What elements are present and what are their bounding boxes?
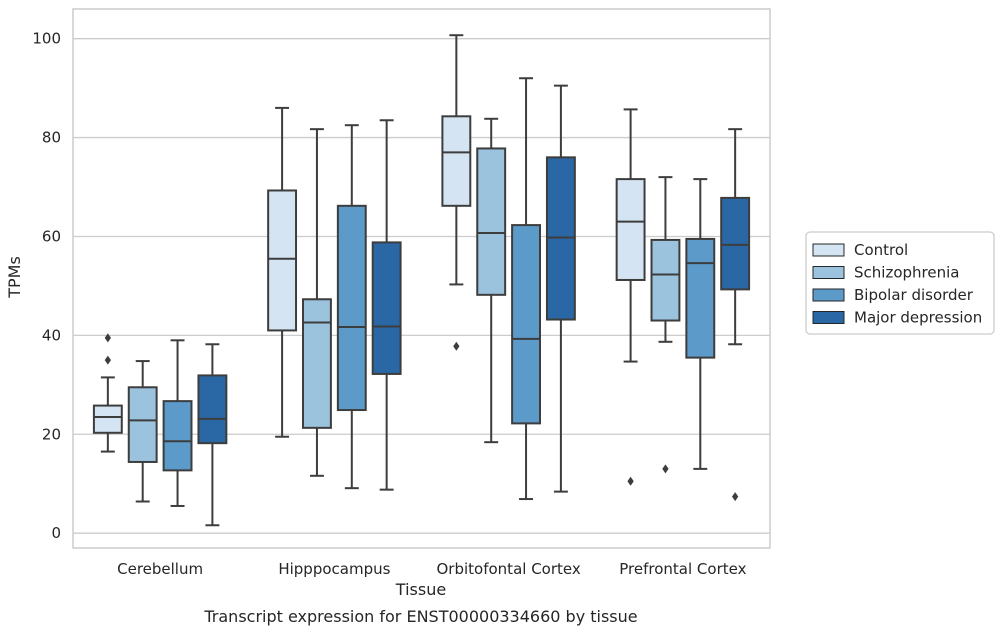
outlier-point xyxy=(453,341,460,351)
y-axis-ticks: 0 20 40 60 80 100 xyxy=(32,30,61,542)
legend-label-0: Control xyxy=(854,241,908,259)
box-body xyxy=(267,189,298,332)
box-0-0 xyxy=(92,333,123,453)
x-tick-label-3: Prefrontal Cortex xyxy=(619,560,746,578)
y-tick-label-0: 0 xyxy=(51,524,61,542)
legend-label-2: Bipolar disorder xyxy=(854,286,974,304)
box-0-2 xyxy=(162,339,193,507)
box-body xyxy=(371,241,402,375)
box-1-1 xyxy=(302,128,332,477)
y-tick-label-80: 80 xyxy=(42,129,61,147)
x-axis-label: Tissue xyxy=(395,580,446,599)
plot-frame xyxy=(72,8,771,549)
x-tick-label-1: Hipppocampus xyxy=(278,560,390,578)
x-axis-ticks: Cerebellum Hipppocampus Orbitofontal Corte… xyxy=(117,560,746,578)
box-body xyxy=(511,224,541,425)
box-body xyxy=(615,178,646,281)
box-body xyxy=(441,115,472,207)
legend-swatch-3 xyxy=(812,311,845,324)
box-3-2 xyxy=(685,178,716,470)
box-body xyxy=(127,386,158,463)
box-body xyxy=(650,238,681,322)
legend-swatch-2 xyxy=(812,288,845,302)
box-body xyxy=(92,404,123,434)
box-body xyxy=(685,237,716,359)
box-0-1 xyxy=(127,360,158,503)
x-tick-label-0: Cerebellum xyxy=(117,560,203,578)
box-3-0 xyxy=(615,108,646,486)
y-axis-label: TPMs xyxy=(5,256,24,299)
y-tick-label-20: 20 xyxy=(42,425,61,443)
chart-caption: Transcript expression for ENST0000033466… xyxy=(203,607,637,626)
outlier-point xyxy=(104,333,111,343)
y-tick-label-100: 100 xyxy=(32,30,61,48)
box-body xyxy=(197,374,228,445)
y-tick-label-40: 40 xyxy=(42,326,61,344)
box-3-1 xyxy=(650,176,681,474)
box-body xyxy=(720,196,751,291)
box-3-3 xyxy=(720,128,751,502)
outlier-point xyxy=(104,355,111,365)
box-2-0 xyxy=(441,34,472,351)
box-2-2 xyxy=(511,77,541,501)
y-tick-label-60: 60 xyxy=(42,227,61,245)
legend-label-1: Schizophrenia xyxy=(854,264,959,282)
box-2-1 xyxy=(476,117,507,444)
box-body xyxy=(476,147,507,296)
outlier-point xyxy=(662,464,669,474)
legend: Control Schizophrenia Bipolar disorder Majo… xyxy=(805,231,995,335)
outlier-point xyxy=(732,492,739,502)
legend-label-3: Major depression xyxy=(854,309,982,327)
box-body xyxy=(302,298,332,429)
box-body xyxy=(162,400,193,472)
plot-area-boxes xyxy=(92,34,751,527)
legend-frame xyxy=(805,231,995,335)
box-1-0 xyxy=(267,106,298,438)
outlier-point xyxy=(627,476,634,486)
box-1-3 xyxy=(371,119,402,491)
box-1-2 xyxy=(336,124,367,490)
box-body xyxy=(336,204,367,412)
x-tick-label-2: Orbitofontal Cortex xyxy=(437,560,581,578)
box-0-3 xyxy=(197,343,228,527)
legend-swatch-1 xyxy=(812,266,845,279)
box-2-3 xyxy=(545,84,576,493)
legend-swatch-0 xyxy=(812,243,845,257)
